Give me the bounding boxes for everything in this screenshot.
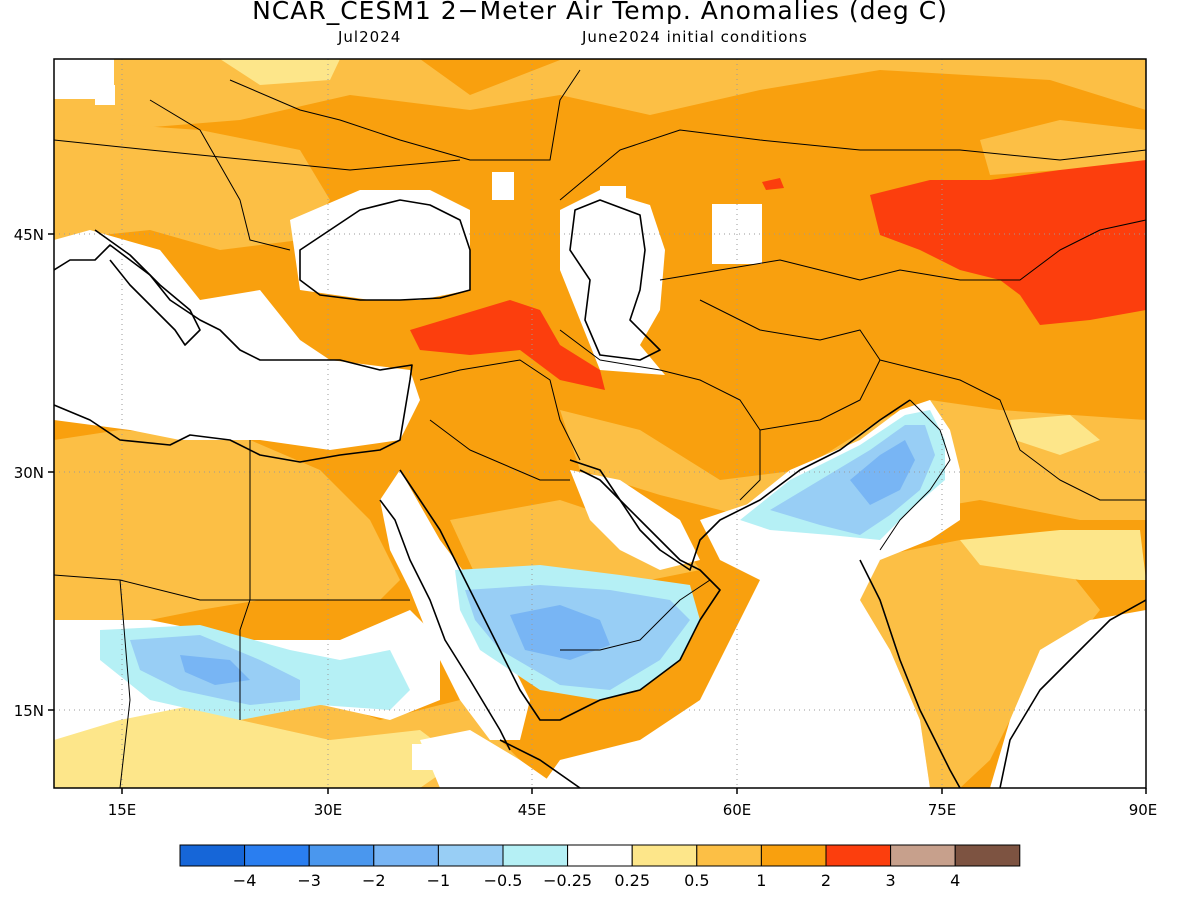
light-orange-mongolia	[980, 120, 1146, 175]
blue2-arabia	[510, 605, 610, 660]
lon-tick-labels: 15E 30E 45E 60E 75E 90E	[108, 801, 1158, 819]
colorbar-swatch	[502, 844, 569, 867]
lon-tick-label: 75E	[928, 801, 957, 819]
colorbar-label: −4	[233, 871, 257, 890]
border-middle-east-2	[429, 419, 570, 481]
colorbar-label: −1	[427, 871, 451, 890]
colorbar-swatch	[696, 844, 762, 867]
plot-frame	[53, 58, 1147, 789]
lat-tick-labels: 45N 30N 15N	[14, 226, 44, 720]
coast-red-sea-west	[379, 499, 511, 751]
light-orange-south-europe	[54, 120, 330, 250]
border-europe-2	[149, 99, 291, 251]
colorbar-label: −3	[297, 871, 321, 890]
border-kazakhstan	[559, 129, 1146, 201]
border-afghanistan	[699, 299, 881, 431]
coast-horn	[499, 739, 581, 788]
red-small	[762, 178, 784, 190]
colorbar-swatch	[631, 844, 698, 867]
white-east-africa	[420, 730, 560, 788]
coast-red-sea-east	[399, 469, 721, 721]
yellow-north-edge	[220, 59, 340, 85]
white-red-sea	[380, 470, 530, 740]
colorbar-label: 0.5	[684, 871, 709, 890]
lon-tick-label: 30E	[314, 801, 343, 819]
coast-caspian	[569, 199, 661, 361]
lat-tick-label: 30N	[14, 464, 44, 482]
white-bay-of-bengal	[990, 610, 1146, 788]
colorbar: −4 −3 −2 −1 −0.5 −0.25 0.25 0.5 1 2 3 4	[179, 844, 1021, 890]
graticule	[54, 59, 1146, 788]
colorbar-swatch	[567, 844, 633, 867]
colorbar-label: 3	[886, 871, 896, 890]
colorbar-label: 4	[950, 871, 960, 890]
yellow-tibet	[1010, 415, 1100, 455]
colorbar-swatch	[890, 844, 956, 867]
coast-mediterranean	[54, 244, 413, 463]
border-africa-2	[239, 440, 251, 720]
coast-black-sea	[299, 199, 471, 301]
red-turkey-caucasus	[410, 300, 605, 390]
blue2-north-africa	[180, 655, 250, 685]
white-gulf	[570, 470, 700, 570]
colorbar-label: 2	[821, 871, 831, 890]
lon-tick-label: 90E	[1129, 801, 1158, 819]
border-china	[879, 359, 1146, 501]
colorbar-label: −0.5	[484, 871, 523, 890]
border-africa-3	[119, 579, 131, 788]
coast-gulf	[569, 399, 911, 571]
border-india-pak	[879, 399, 951, 551]
country-borders	[54, 69, 1146, 788]
colorbar-swatch	[244, 844, 310, 867]
coast-italy	[94, 229, 201, 346]
colorbar-swatch	[308, 844, 375, 867]
white-black-sea	[290, 190, 470, 300]
white-arabian-sea	[540, 500, 930, 788]
lat-tick-label: 15N	[14, 702, 44, 720]
colorbar-swatch	[179, 844, 246, 867]
coastlines	[54, 199, 1146, 788]
colorbar-swatch	[373, 844, 439, 867]
border-iran	[559, 329, 761, 501]
border-middle-east-1	[419, 359, 581, 461]
blue2-pakistan	[850, 440, 915, 505]
anomaly-field	[54, 59, 1146, 788]
coast-india	[859, 559, 1146, 788]
map-title: NCAR_CESM1 2−Meter Air Temp. Anomalies (…	[252, 0, 948, 25]
colorbar-swatch	[825, 844, 892, 867]
colorbar-swatch	[954, 844, 1021, 867]
colorbar-label: 0.25	[614, 871, 650, 890]
yellow-central-africa	[54, 700, 460, 788]
yellow-india-east	[960, 530, 1146, 580]
border-europe-3	[229, 69, 581, 161]
axis-ticks	[48, 233, 1147, 794]
border-europe-1	[54, 139, 461, 171]
colorbar-swatch	[437, 844, 504, 867]
valid-month-label: Jul2024	[338, 28, 402, 46]
colorbar-swatch	[760, 844, 827, 867]
border-africa-1	[54, 574, 410, 601]
init-conditions-label: June2024 initial conditions	[582, 28, 808, 46]
colorbar-label: −2	[362, 871, 386, 890]
light-orange-india	[860, 540, 1100, 788]
colorbar-label: 1	[756, 871, 766, 890]
border-central-asia	[659, 219, 1146, 281]
red-kazakhstan-mongolia	[870, 160, 1146, 325]
lon-tick-label: 60E	[723, 801, 752, 819]
lat-tick-label: 45N	[14, 226, 44, 244]
colorbar-label: −0.25	[543, 871, 592, 890]
lon-tick-label: 15E	[108, 801, 137, 819]
light-orange-sahara	[54, 430, 400, 620]
lon-tick-label: 45E	[518, 801, 547, 819]
border-arabia	[560, 579, 711, 651]
